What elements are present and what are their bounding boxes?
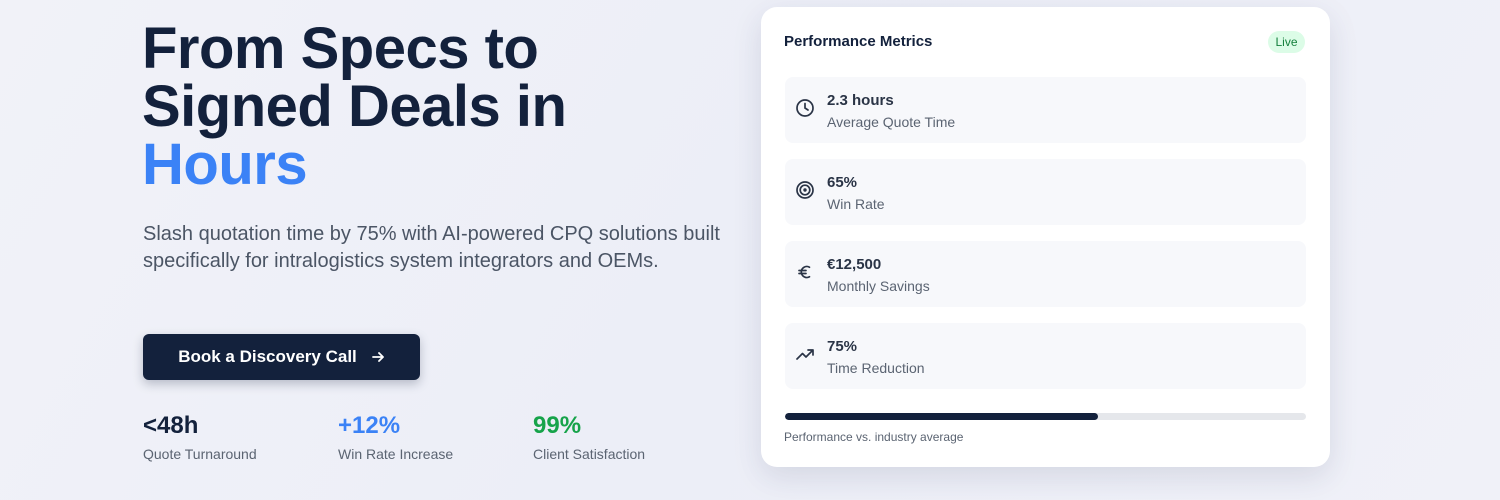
stat-value: 99% xyxy=(533,412,582,439)
stat: <48h Quote Turnaround xyxy=(143,412,257,462)
metric-label: Time Reduction xyxy=(827,360,925,376)
card-title: Performance Metrics xyxy=(784,33,933,50)
arrow-icon xyxy=(371,352,384,362)
progress-caption: Performance vs. industry average xyxy=(784,430,964,444)
metric-row: 2.3 hours Average Quote Time xyxy=(785,77,1306,143)
metric-row: €12,500 Monthly Savings xyxy=(785,241,1306,307)
stat-label: Client Satisfaction xyxy=(533,446,646,462)
stat: +12% Win Rate Increase xyxy=(338,412,453,462)
metric-icon xyxy=(796,99,814,117)
cta-button[interactable]: Book a Discovery Call xyxy=(143,334,420,380)
metric-icon xyxy=(796,181,814,199)
cta-label: Book a Discovery Call xyxy=(178,347,357,366)
metric-row: 75% Time Reduction xyxy=(785,323,1306,389)
metric-value: €12,500 xyxy=(827,256,882,273)
hero-subtitle: Slash quotation time by 75% with AI-powe… xyxy=(143,223,720,272)
metrics-card: Performance Metrics Live Performance vs.… xyxy=(761,7,1330,467)
metric-icon xyxy=(796,349,814,360)
progress-fill xyxy=(785,413,1098,420)
title-line: Signed Deals in xyxy=(142,74,567,139)
metric-label: Average Quote Time xyxy=(827,114,956,130)
hero-title: From Specs to Signed Deals in Hours xyxy=(142,16,567,197)
progress-track xyxy=(785,413,1306,420)
metric-row: 65% Win Rate xyxy=(785,159,1306,225)
metric-value: 75% xyxy=(827,338,858,355)
stat-label: Quote Turnaround xyxy=(143,446,257,462)
metric-label: Monthly Savings xyxy=(827,278,930,294)
metric-value: 2.3 hours xyxy=(827,92,894,109)
metric-label: Win Rate xyxy=(827,196,885,212)
stat: 99% Client Satisfaction xyxy=(533,412,645,462)
live-badge: Live xyxy=(1268,31,1305,53)
stat-label: Win Rate Increase xyxy=(338,446,454,462)
stat-value: <48h xyxy=(143,412,199,439)
title-line: From Specs to xyxy=(142,16,539,81)
stat-value: +12% xyxy=(338,412,401,439)
title-highlight: Hours xyxy=(142,132,308,197)
metric-value: 65% xyxy=(827,174,858,191)
metric-icon xyxy=(798,265,811,279)
